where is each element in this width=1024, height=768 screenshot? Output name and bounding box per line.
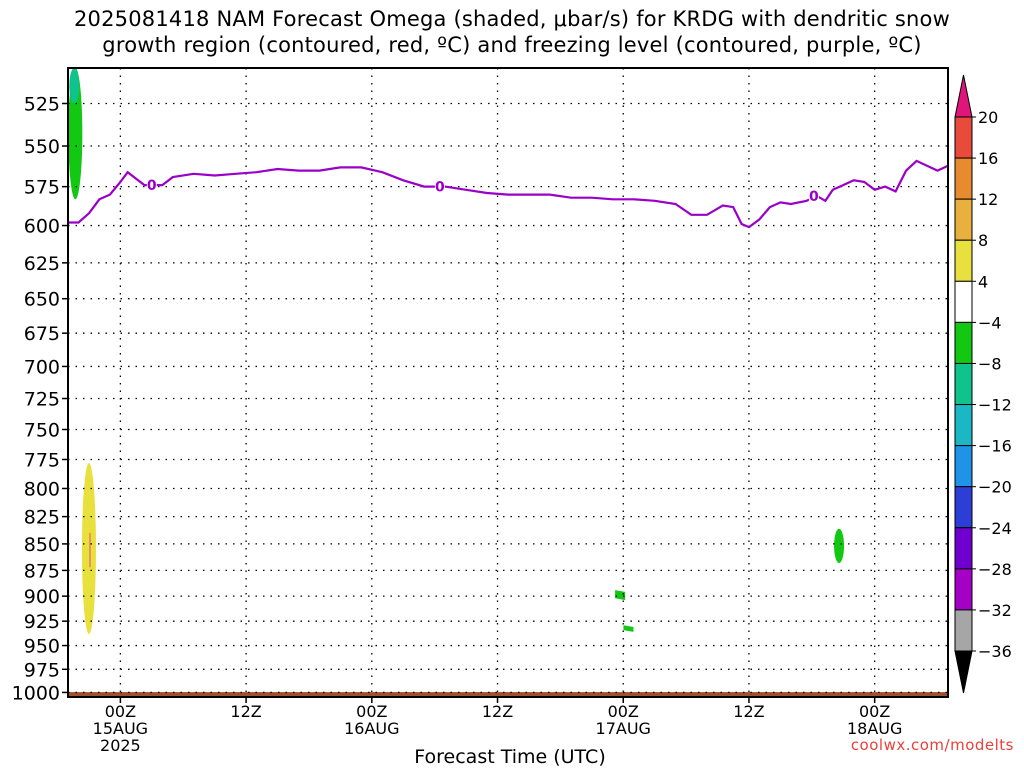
title-line-1: 2025081418 NAM Forecast Omega (shaded, μ…	[74, 7, 950, 31]
x-tick-sublabel2-0: 2025	[100, 736, 141, 755]
freezing-level-label-1: 0	[435, 180, 445, 196]
colorbar-box-3	[954, 239, 973, 282]
y-tick-label-525: 525	[24, 93, 60, 115]
y-tick-label-700: 700	[24, 356, 60, 378]
x-tick-label-4: 00Z	[608, 702, 639, 721]
x-tick-label-2: 00Z	[356, 702, 387, 721]
omega-region-5	[834, 528, 845, 564]
colorbar-label-1: 16	[978, 149, 998, 168]
colorbar-box-7	[954, 404, 973, 447]
colorbar-label-8: −16	[978, 437, 1012, 456]
y-tick-label-675: 675	[24, 323, 60, 345]
colorbar-box-12	[954, 609, 973, 652]
y-tick-label-750: 750	[24, 420, 60, 442]
colorbar-label-4: 4	[978, 272, 988, 291]
colorbar-box-4	[954, 280, 973, 323]
freezing-level-line	[68, 159, 949, 229]
colorbar-box-1	[954, 157, 973, 200]
colorbar-label-2: 12	[978, 190, 998, 209]
x-tick-label-6: 00Z	[859, 702, 890, 721]
colorbar-label-12: −32	[978, 601, 1012, 620]
x-tick-sublabel-0: 15AUG	[93, 719, 148, 738]
y-tick-label-650: 650	[24, 289, 60, 311]
x-tick-label-5: 12Z	[733, 702, 764, 721]
chart-title: 2025081418 NAM Forecast Omega (shaded, μ…	[0, 6, 1024, 58]
colorbar-bottom-arrow	[954, 650, 973, 694]
title-line-2: growth region (contoured, red, ºC) and f…	[102, 33, 922, 57]
colorbar-label-6: −8	[978, 354, 1002, 373]
colorbar-box-0	[954, 116, 973, 159]
colorbar-label-10: −24	[978, 519, 1012, 538]
y-tick-label-900: 900	[24, 586, 60, 608]
y-tick-label-550: 550	[24, 136, 60, 158]
omega-region-2	[81, 463, 96, 634]
colorbar-box-11	[954, 568, 973, 611]
freezing-label-bg-1	[434, 179, 445, 194]
credit-link[interactable]: coolwx.com/modelts	[850, 736, 1014, 754]
x-tick-sublabel-6: 18AUG	[847, 719, 902, 738]
y-tick-label-775: 775	[24, 449, 60, 471]
y-tick-label-875: 875	[24, 560, 60, 582]
y-tick-label-625: 625	[24, 253, 60, 275]
y-tick-label-975: 975	[24, 659, 60, 681]
y-tick-label-725: 725	[24, 389, 60, 411]
colorbar-label-3: 8	[978, 231, 988, 250]
x-axis-label: Forecast Time (UTC)	[414, 746, 606, 768]
plot-area	[68, 68, 948, 697]
y-tick-label-575: 575	[24, 177, 60, 199]
colorbar-box-2	[954, 198, 973, 241]
freezing-level-label-2: 0	[809, 189, 819, 205]
freezing-level-label-0: 0	[147, 178, 157, 194]
x-tick-label-1: 12Z	[230, 702, 261, 721]
colorbar-label-0: 20	[978, 108, 998, 127]
x-tick-sublabel-2: 16AUG	[344, 719, 399, 738]
colorbar-top-arrow	[954, 74, 973, 118]
colorbar-label-13: −36	[978, 642, 1012, 661]
y-tick-label-950: 950	[24, 636, 60, 658]
colorbar-label-9: −20	[978, 478, 1012, 497]
colorbar-label-11: −28	[978, 560, 1012, 579]
colorbar-box-9	[954, 486, 973, 529]
colorbar-label-7: −12	[978, 396, 1012, 415]
colorbar-label-5: −4	[978, 313, 1002, 332]
y-tick-label-600: 600	[24, 216, 60, 238]
y-tick-label-1000: 1000	[12, 682, 60, 704]
omega-region-4	[623, 625, 634, 632]
colorbar-box-6	[954, 362, 973, 406]
x-tick-label-3: 12Z	[482, 702, 513, 721]
colorbar-box-5	[954, 321, 973, 364]
colorbar-box-8	[954, 445, 973, 488]
colorbar-box-10	[954, 527, 973, 570]
y-tick-label-850: 850	[24, 534, 60, 556]
x-tick-sublabel-4: 17AUG	[596, 719, 651, 738]
omega-region-1	[69, 68, 80, 104]
terrain-fill	[68, 692, 948, 697]
plot-frame	[67, 67, 949, 698]
y-tick-label-925: 925	[24, 611, 60, 633]
y-tick-label-800: 800	[24, 478, 60, 500]
omega-region-3	[615, 590, 626, 601]
x-tick-label-0: 00Z	[105, 702, 136, 721]
freezing-label-bg-0	[146, 178, 157, 193]
y-tick-label-825: 825	[24, 507, 60, 529]
freezing-label-bg-2	[808, 189, 819, 204]
